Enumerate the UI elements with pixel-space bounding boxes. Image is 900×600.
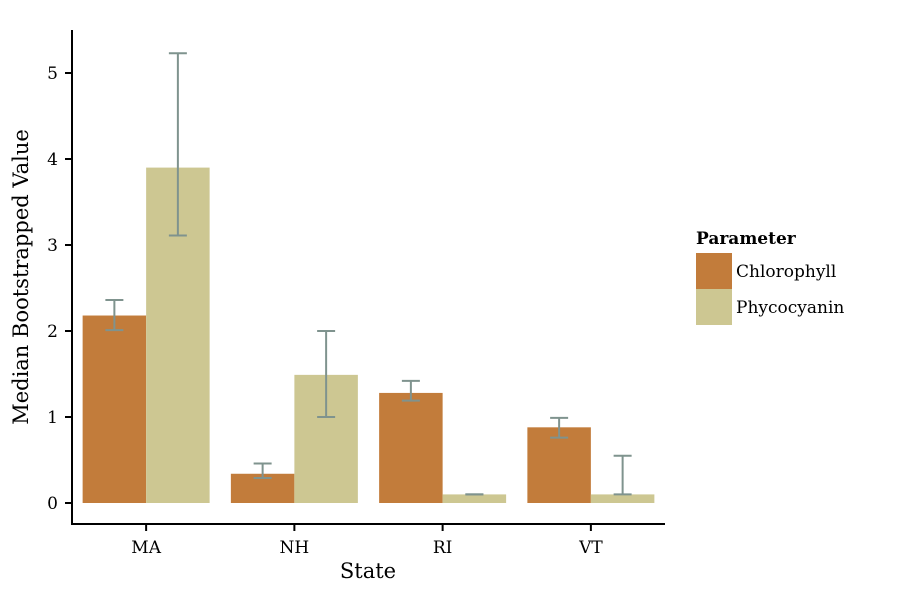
error-bar [253, 462, 272, 480]
error-bar [105, 299, 124, 332]
bar-chlorophyll-ri [379, 392, 443, 503]
error-bar [168, 52, 187, 237]
error-bar [613, 454, 632, 496]
legend-swatch-phycocyanin [696, 289, 732, 325]
y-tick-label: 4 [47, 150, 58, 170]
y-axis: 0 1 2 3 4 5 [47, 30, 73, 525]
error-bar [550, 416, 569, 439]
bar-phycocyanin-ri [442, 494, 507, 503]
y-axis-title: Median Bootstrapped Value [9, 129, 33, 425]
x-tick-label: NH [280, 538, 310, 558]
legend-label-chlorophyll: Chlorophyll [736, 262, 836, 282]
x-tick-label: RI [433, 538, 453, 558]
legend-title: Parameter [696, 229, 797, 249]
x-tick-label: VT [578, 538, 603, 558]
y-tick-label: 5 [47, 64, 58, 84]
legend-label-phycocyanin: Phycocyanin [736, 298, 844, 318]
plot-area [82, 52, 655, 503]
legend: Parameter Chlorophyll Phycocyanin [696, 229, 844, 325]
x-axis: MA NH RI VT [71, 523, 665, 558]
bar-chlorophyll-ma [82, 315, 147, 503]
y-tick-label: 0 [47, 494, 58, 514]
x-tick-label: MA [131, 538, 161, 558]
error-bar [317, 330, 336, 418]
error-bar [401, 379, 420, 402]
y-tick-label: 3 [47, 236, 58, 256]
bar-phycocyanin-vt [590, 494, 655, 503]
legend-swatch-chlorophyll [696, 253, 732, 289]
x-axis-title: State [340, 559, 396, 583]
bar-chlorophyll-vt [527, 427, 591, 503]
y-tick-label: 1 [47, 408, 58, 428]
y-tick-label: 2 [47, 322, 58, 342]
